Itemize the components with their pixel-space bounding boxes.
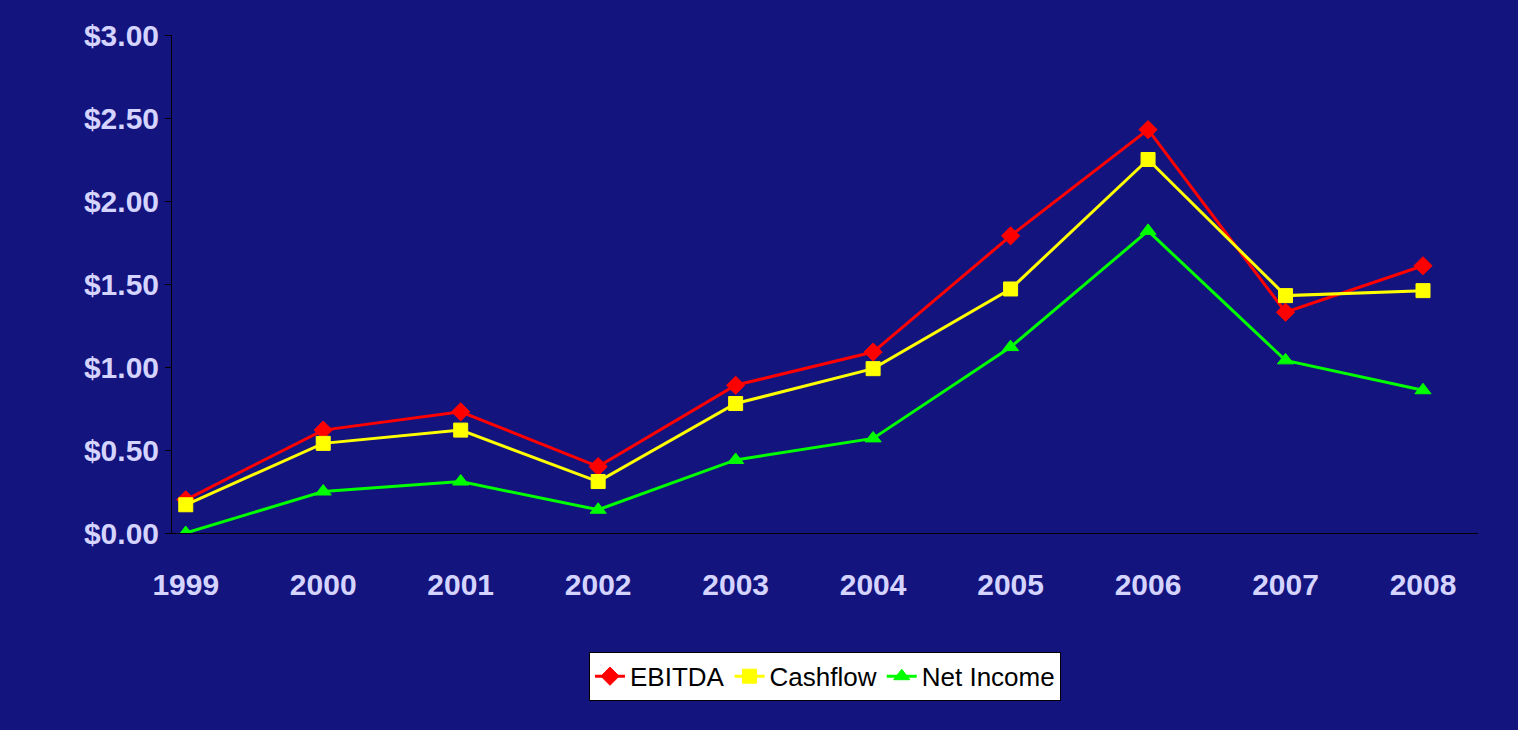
svg-text:2003: 2003 <box>702 568 769 601</box>
svg-text:2008: 2008 <box>1390 568 1457 601</box>
svg-text:2006: 2006 <box>1115 568 1182 601</box>
svg-text:2002: 2002 <box>565 568 632 601</box>
svg-text:$1.00: $1.00 <box>84 351 159 384</box>
svg-text:2000: 2000 <box>290 568 357 601</box>
svg-text:$2.00: $2.00 <box>84 185 159 218</box>
svg-text:2001: 2001 <box>427 568 494 601</box>
svg-text:Net Income: Net Income <box>922 662 1055 692</box>
svg-text:$2.50: $2.50 <box>84 102 159 135</box>
svg-text:2005: 2005 <box>977 568 1044 601</box>
svg-text:2004: 2004 <box>840 568 907 601</box>
svg-text:$0.50: $0.50 <box>84 434 159 467</box>
svg-text:$3.00: $3.00 <box>84 19 159 52</box>
svg-text:Cashflow: Cashflow <box>770 662 877 692</box>
svg-text:EBITDA: EBITDA <box>630 662 725 692</box>
svg-text:1999: 1999 <box>152 568 219 601</box>
svg-text:2007: 2007 <box>1252 568 1319 601</box>
svg-text:$1.50: $1.50 <box>84 268 159 301</box>
svg-text:$0.00: $0.00 <box>84 517 159 550</box>
